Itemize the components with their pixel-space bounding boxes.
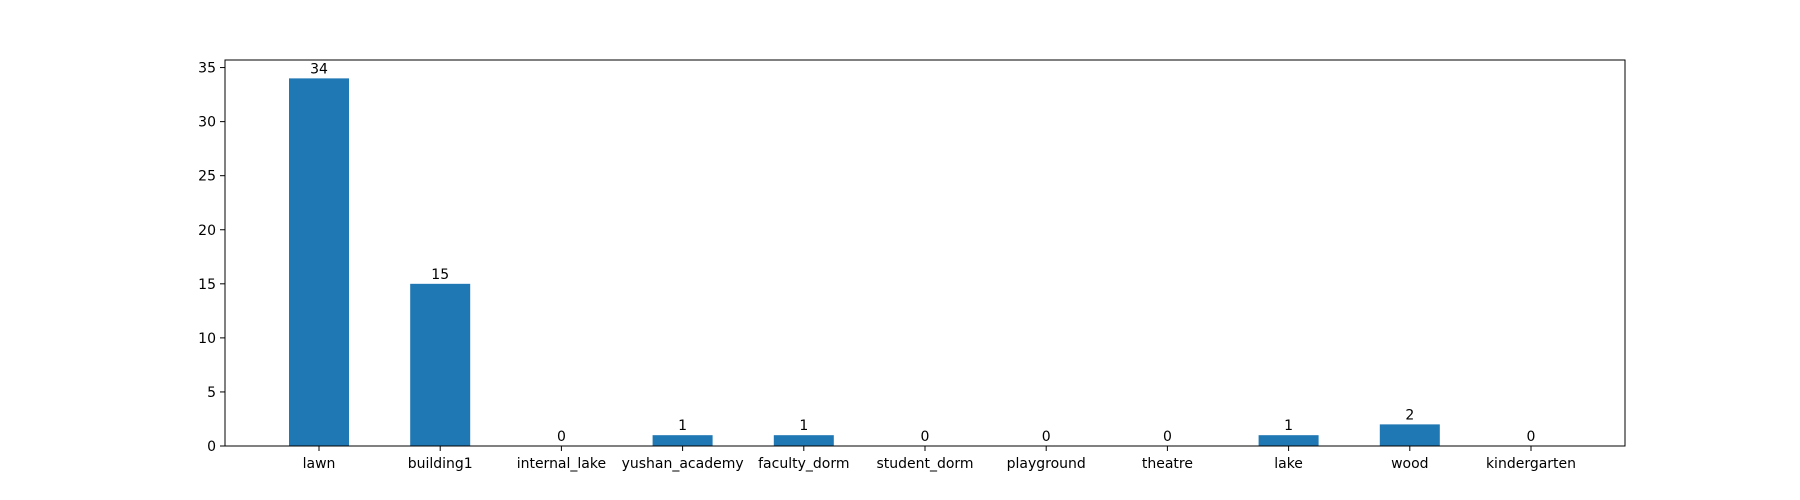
bar-lake — [1258, 435, 1319, 446]
x-tick-label-internal_lake: internal_lake — [517, 456, 606, 472]
x-tick-label-faculty_dorm: faculty_dorm — [758, 456, 849, 472]
value-label-yushan_academy: 1 — [678, 418, 687, 434]
value-label-theatre: 0 — [1163, 429, 1172, 445]
x-tick-label-yushan_academy: yushan_academy — [622, 456, 744, 472]
y-tick-label: 35 — [198, 61, 216, 77]
bar-faculty_dorm — [773, 435, 834, 446]
value-label-playground: 0 — [1042, 429, 1051, 445]
bar-lawn — [289, 78, 349, 446]
value-label-lawn: 34 — [310, 61, 328, 77]
bar-building1 — [410, 283, 471, 446]
x-tick-label-wood: wood — [1391, 456, 1428, 472]
x-tick-label-lake: lake — [1274, 456, 1303, 472]
y-tick-label: 0 — [207, 439, 216, 455]
value-label-internal_lake: 0 — [557, 429, 566, 445]
value-label-student_dorm: 0 — [921, 429, 930, 445]
plot-frame — [224, 59, 1626, 447]
x-tick-label-kindergarten: kindergarten — [1486, 456, 1576, 472]
value-label-lake: 1 — [1284, 418, 1293, 434]
y-tick-label: 30 — [198, 115, 216, 131]
x-tick-label-building1: building1 — [408, 456, 473, 472]
value-labels-layer: 34 15 0 1 1 0 0 0 1 2 0 — [310, 61, 1535, 445]
y-tick-label: 25 — [198, 169, 216, 185]
y-axis: 0 5 10 15 20 25 30 35 — [198, 61, 225, 455]
y-tick-label: 15 — [198, 277, 216, 293]
y-tick-label: 20 — [198, 223, 216, 239]
y-tick-label: 5 — [207, 385, 216, 401]
value-label-faculty_dorm: 1 — [799, 418, 808, 434]
x-tick-label-lawn: lawn — [303, 456, 336, 472]
value-label-building1: 15 — [431, 267, 449, 283]
x-tick-label-theatre: theatre — [1142, 456, 1193, 472]
y-tick-label: 10 — [198, 331, 216, 347]
x-axis: lawn building1 internal_lake yushan_academy… — [303, 446, 1576, 472]
x-tick-label-playground: playground — [1007, 456, 1086, 472]
bars-layer — [289, 78, 1440, 446]
bar-yushan_academy — [652, 435, 713, 446]
value-label-wood: 2 — [1405, 407, 1414, 423]
x-tick-label-student_dorm: student_dorm — [876, 456, 973, 472]
value-label-kindergarten: 0 — [1527, 429, 1536, 445]
bar-wood — [1379, 424, 1440, 446]
